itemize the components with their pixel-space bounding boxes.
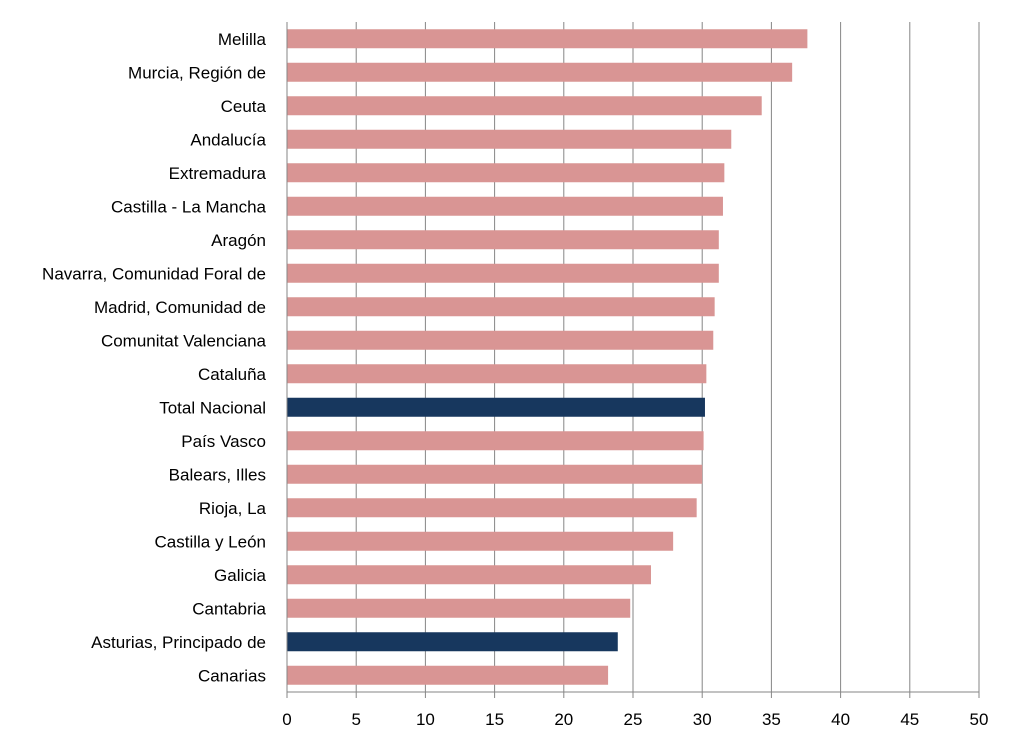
category-label: Navarra, Comunidad Foral de	[42, 264, 266, 283]
bar	[287, 196, 723, 216]
category-label: Canarias	[198, 666, 266, 685]
bar	[287, 431, 704, 451]
bar	[287, 230, 719, 250]
category-label: Ceuta	[221, 97, 267, 116]
category-label: Comunitat Valenciana	[101, 331, 267, 350]
category-label: Castilla - La Mancha	[111, 197, 267, 216]
bar	[287, 364, 707, 384]
category-label: Cataluña	[198, 365, 267, 384]
bar	[287, 129, 732, 149]
bar	[287, 531, 674, 551]
category-label: Cantabria	[192, 599, 266, 618]
bar	[287, 632, 618, 652]
x-tick-label: 5	[351, 710, 360, 729]
x-tick-label: 25	[624, 710, 643, 729]
bar	[287, 96, 762, 116]
category-label: Aragón	[211, 231, 266, 250]
bar	[287, 163, 725, 183]
category-label: Galicia	[214, 566, 267, 585]
category-label: Castilla y León	[154, 532, 266, 551]
category-label: Total Nacional	[159, 398, 266, 417]
x-tick-label: 20	[554, 710, 573, 729]
bar	[287, 665, 609, 685]
bar	[287, 263, 719, 283]
x-tick-label: 45	[900, 710, 919, 729]
x-tick-label: 40	[831, 710, 850, 729]
x-tick-label: 50	[970, 710, 989, 729]
bar	[287, 62, 793, 82]
category-label: Balears, Illes	[169, 465, 266, 484]
x-tick-label: 35	[762, 710, 781, 729]
x-tick-label: 15	[485, 710, 504, 729]
x-tick-label: 30	[693, 710, 712, 729]
category-label: Andalucía	[190, 130, 266, 149]
category-label: Rioja, La	[199, 499, 267, 518]
x-tick-label: 10	[416, 710, 435, 729]
bar	[287, 598, 631, 618]
category-label: Melilla	[218, 30, 267, 49]
category-label: Asturias, Principado de	[91, 633, 266, 652]
x-tick-label: 0	[282, 710, 291, 729]
bar	[287, 397, 705, 417]
category-label: Madrid, Comunidad de	[94, 298, 266, 317]
bar	[287, 297, 715, 317]
bar	[287, 330, 714, 350]
category-label: Murcia, Región de	[128, 63, 266, 82]
bar	[287, 565, 651, 585]
bar	[287, 29, 808, 49]
bar	[287, 464, 703, 484]
bar	[287, 498, 697, 518]
category-label: Extremadura	[169, 164, 267, 183]
category-label: País Vasco	[181, 432, 266, 451]
